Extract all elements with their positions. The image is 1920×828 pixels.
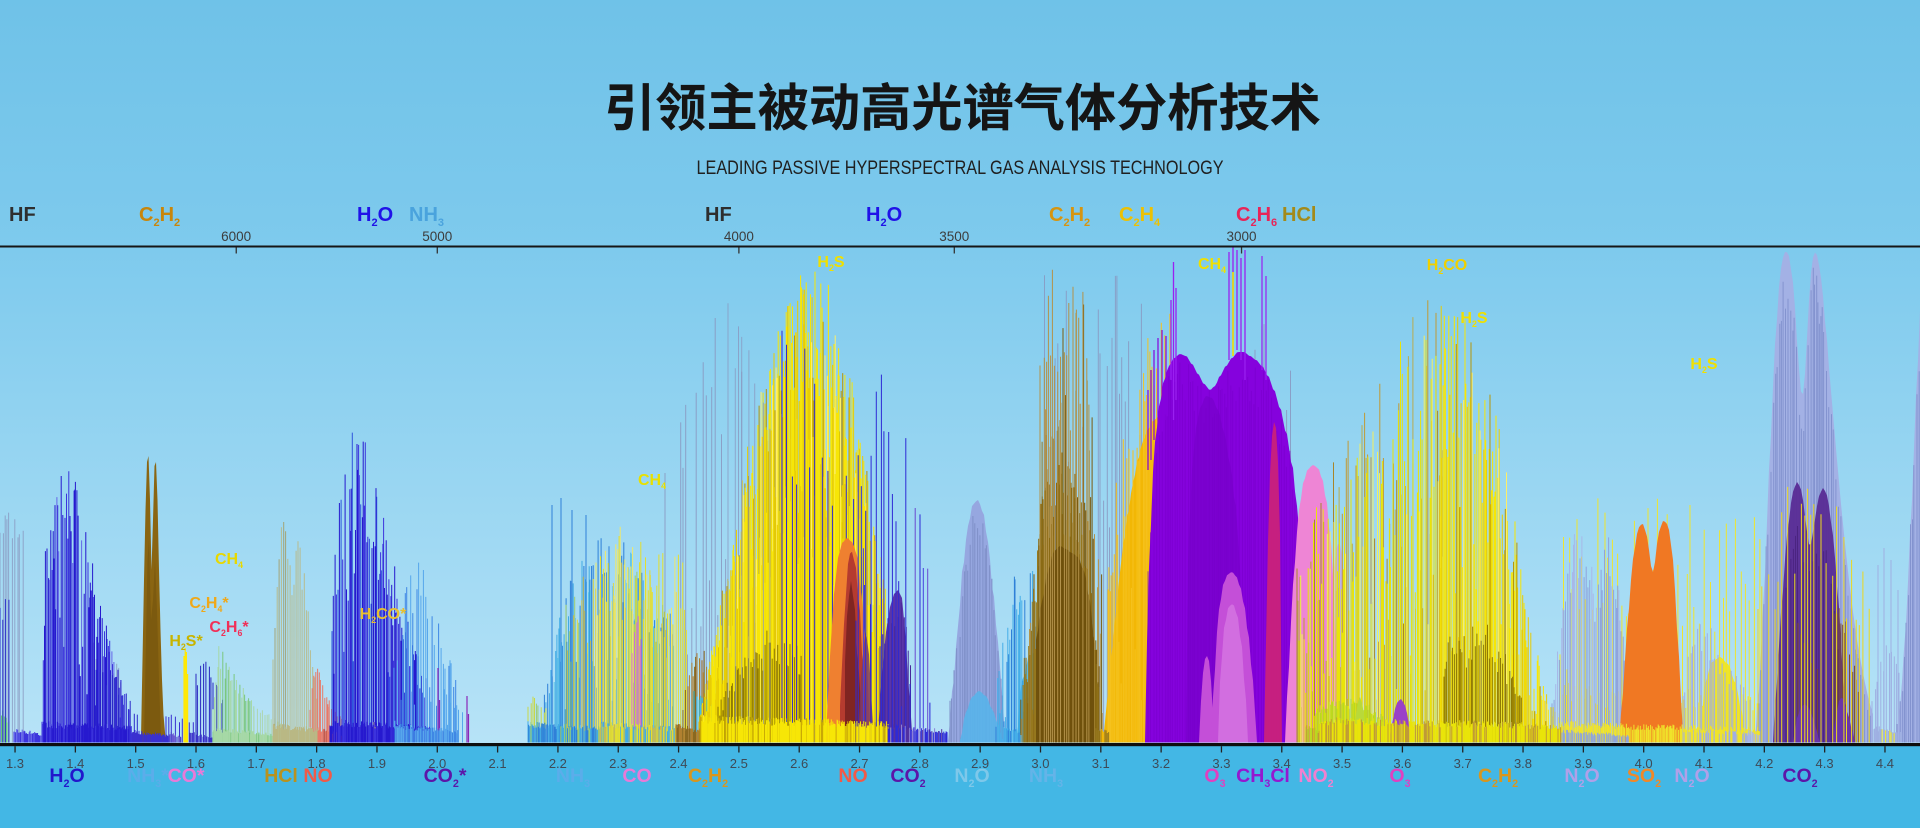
svg-text:3.6: 3.6 [1393, 756, 1411, 771]
svg-text:H2​S: H2​S [1690, 356, 1717, 375]
svg-text:1.3: 1.3 [6, 756, 24, 771]
svg-text:NH3​*: NH3​* [127, 765, 169, 790]
svg-text:O3​: O3​ [1204, 765, 1225, 790]
svg-text:3.9: 3.9 [1574, 756, 1592, 771]
svg-text:NH3​: NH3​ [1029, 765, 1063, 790]
svg-text:N2​O: N2​O [1564, 765, 1599, 790]
svg-text:6000: 6000 [221, 229, 251, 244]
svg-text:2.8: 2.8 [911, 756, 929, 771]
svg-text:4.2: 4.2 [1755, 756, 1773, 771]
svg-text:3000: 3000 [1226, 229, 1256, 244]
svg-text:O3​: O3​ [1389, 765, 1410, 790]
svg-text:NO2​: NO2​ [1298, 765, 1333, 790]
svg-text:NO: NO [838, 765, 867, 787]
svg-text:N2​O: N2​O [1674, 765, 1709, 790]
svg-text:4.4: 4.4 [1876, 756, 1894, 771]
svg-text:2.5: 2.5 [730, 756, 748, 771]
svg-text:C2​H6​: C2​H6​ [1236, 204, 1277, 229]
svg-text:NO: NO [303, 765, 332, 787]
svg-text:CO2​*: CO2​* [424, 765, 467, 790]
svg-text:4000: 4000 [724, 229, 754, 244]
svg-text:CO: CO [622, 765, 651, 787]
svg-text:H2​S*: H2​S* [169, 633, 203, 652]
svg-text:1.6: 1.6 [187, 756, 205, 771]
svg-text:H2​S: H2​S [1460, 310, 1487, 329]
svg-text:4.1: 4.1 [1695, 756, 1713, 771]
svg-text:2.0: 2.0 [428, 756, 446, 771]
svg-text:CH4​: CH4​ [638, 472, 666, 491]
svg-text:CH4​: CH4​ [1198, 256, 1226, 275]
svg-text:2.1: 2.1 [489, 756, 507, 771]
svg-text:3.4: 3.4 [1273, 756, 1291, 771]
svg-text:H2​O: H2​O [357, 204, 393, 229]
svg-text:2.2: 2.2 [549, 756, 567, 771]
svg-text:1.8: 1.8 [308, 756, 326, 771]
svg-text:CO*: CO* [168, 765, 205, 787]
svg-text:3.0: 3.0 [1031, 756, 1049, 771]
svg-text:H2​O: H2​O [866, 204, 902, 229]
svg-text:NH3​: NH3​ [556, 765, 590, 790]
svg-text:3.3: 3.3 [1212, 756, 1230, 771]
svg-text:C2​H4​: C2​H4​ [1119, 204, 1161, 229]
svg-text:HF: HF [9, 204, 36, 226]
svg-text:4.0: 4.0 [1635, 756, 1653, 771]
svg-text:3.7: 3.7 [1454, 756, 1472, 771]
svg-text:3500: 3500 [939, 229, 969, 244]
svg-text:C2​H2​: C2​H2​ [688, 765, 728, 790]
svg-text:NH3​: NH3​ [409, 204, 444, 229]
svg-text:C2​H2​: C2​H2​ [1478, 765, 1518, 790]
svg-text:CH4​: CH4​ [215, 551, 243, 570]
svg-text:C2​H2​: C2​H2​ [139, 204, 180, 229]
svg-text:C2​H4​*: C2​H4​* [189, 595, 229, 614]
svg-text:SO2​: SO2​ [1627, 765, 1661, 790]
svg-text:2.3: 2.3 [609, 756, 627, 771]
svg-text:3.1: 3.1 [1092, 756, 1110, 771]
svg-text:LEADING PASSIVE HYPERSPECTRAL: LEADING PASSIVE HYPERSPECTRAL GAS ANALYS… [697, 157, 1224, 179]
svg-text:CH3​Cl: CH3​Cl [1236, 765, 1290, 790]
svg-text:H2​S: H2​S [817, 254, 844, 273]
svg-text:1.7: 1.7 [247, 756, 265, 771]
svg-text:2.6: 2.6 [790, 756, 808, 771]
svg-text:CO2​: CO2​ [1782, 765, 1817, 790]
svg-text:3.5: 3.5 [1333, 756, 1351, 771]
svg-text:H2​CO: H2​CO [1427, 257, 1467, 276]
svg-text:1.9: 1.9 [368, 756, 386, 771]
svg-text:HCl: HCl [264, 765, 298, 787]
svg-text:HF: HF [705, 204, 732, 226]
svg-text:3.2: 3.2 [1152, 756, 1170, 771]
svg-text:HCl: HCl [1282, 204, 1316, 226]
svg-text:5000: 5000 [422, 229, 452, 244]
svg-text:3.8: 3.8 [1514, 756, 1532, 771]
svg-text:C2​H6​*: C2​H6​* [209, 619, 249, 638]
svg-text:H2​O: H2​O [49, 765, 84, 790]
svg-text:2.4: 2.4 [669, 756, 687, 771]
svg-text:2.9: 2.9 [971, 756, 989, 771]
svg-text:C2​H2​: C2​H2​ [1049, 204, 1090, 229]
svg-text:CO2​: CO2​ [890, 765, 925, 790]
svg-text:H2​CO*: H2​CO* [360, 606, 407, 625]
svg-text:4.3: 4.3 [1816, 756, 1834, 771]
svg-text:N2​O: N2​O [954, 765, 989, 790]
svg-text:1.5: 1.5 [127, 756, 145, 771]
svg-text:2.7: 2.7 [850, 756, 868, 771]
svg-text:1.4: 1.4 [66, 756, 84, 771]
